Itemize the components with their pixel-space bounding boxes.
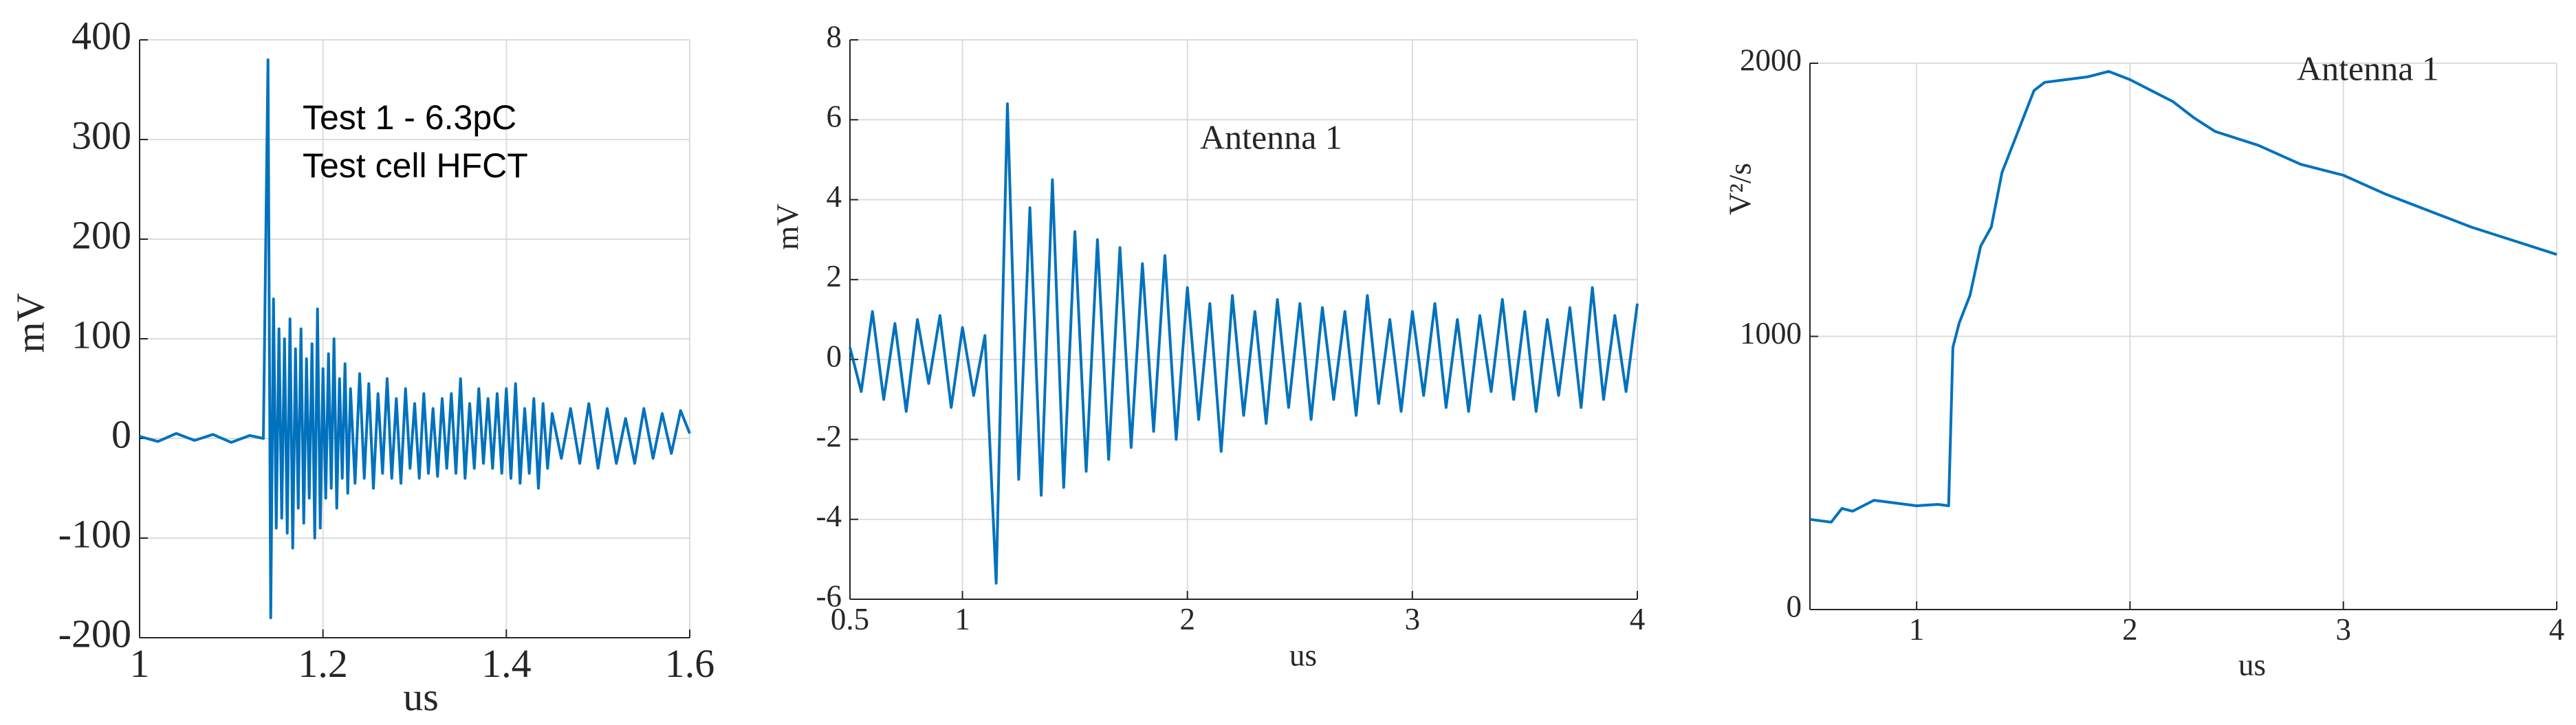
y-tick-label: 100 (72, 312, 131, 357)
y-tick-label: -2 (816, 419, 842, 454)
y-tick-label: 8 (827, 19, 842, 54)
x-tick-label: 2 (2122, 612, 2138, 647)
annotation: Antenna 1 (1200, 118, 1342, 156)
x-tick-label: 4 (1630, 602, 1646, 636)
y-tick-label: -6 (816, 579, 842, 613)
y-tick-label: 1000 (1740, 316, 1802, 350)
y-tick-label: 2 (827, 259, 842, 293)
y-tick-label: 6 (827, 100, 842, 134)
x-tick-label: 1.6 (665, 641, 715, 686)
x-tick-label: 4 (2549, 612, 2565, 647)
x-tick-label: 3 (2335, 612, 2351, 647)
y-tick-label: 300 (72, 113, 131, 157)
y-tick-label: 0 (1787, 589, 1802, 623)
y-tick-label: 2000 (1740, 43, 1802, 77)
line-series (1809, 69, 2557, 524)
x-tick-label: 1 (130, 641, 150, 686)
x-tick-label: 3 (1405, 602, 1421, 636)
y-axis-label: V²/s (1723, 163, 1757, 215)
y-tick-label: 0 (827, 339, 842, 373)
x-tick-label: 1.2 (298, 641, 348, 686)
annotation: Test 1 - 6.3pC (303, 98, 516, 137)
y-tick-label: 0 (111, 412, 131, 456)
x-axis-label: us (403, 674, 439, 719)
y-axis-label: mV (770, 203, 805, 250)
annotation: Antenna 1 (2297, 49, 2439, 87)
x-tick-label: 2 (1179, 602, 1195, 636)
x-tick-label: 1 (954, 602, 970, 636)
x-axis-label: us (1289, 638, 1317, 672)
x-tick-label: 1 (1909, 612, 1925, 647)
x-tick-label: 0.5 (831, 602, 869, 636)
y-tick-label: -200 (58, 611, 131, 656)
annotation: Test cell HFCT (303, 146, 528, 185)
y-axis-label: mV (8, 293, 52, 353)
y-tick-label: 200 (72, 212, 131, 257)
y-tick-label: 400 (72, 13, 131, 58)
x-axis-label: us (2238, 647, 2266, 682)
y-tick-label: 4 (827, 179, 842, 214)
line-series (139, 58, 691, 619)
y-tick-label: -100 (58, 511, 131, 556)
y-tick-label: -4 (816, 499, 842, 533)
x-tick-label: 1.4 (481, 641, 532, 686)
line-series (849, 102, 1639, 585)
